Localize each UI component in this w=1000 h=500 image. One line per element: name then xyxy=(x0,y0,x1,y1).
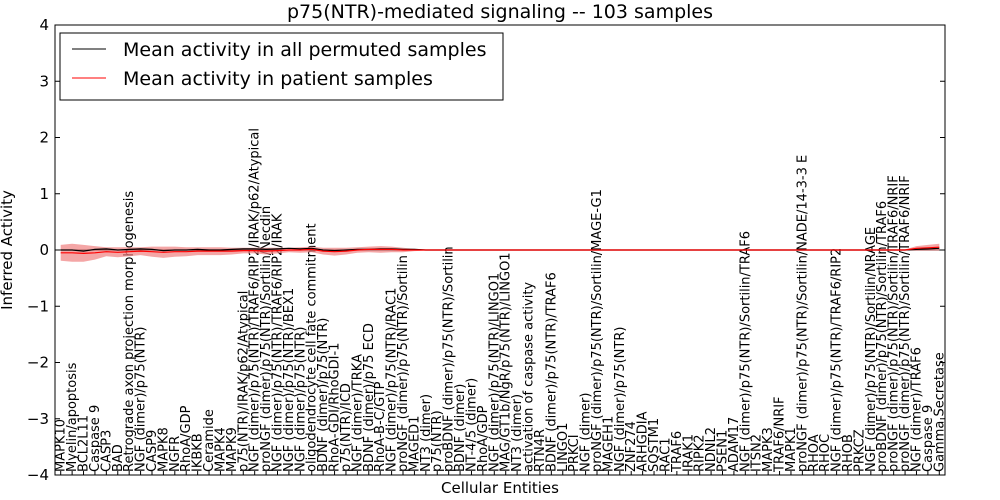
chart: p75(NTR)-mediated signaling -- 103 sampl… xyxy=(0,0,1000,500)
y-tick-label: 2 xyxy=(39,129,49,147)
category-label: proNGF (dimer)/p75(NTR)/Sortilin/NADE/14… xyxy=(795,155,810,472)
y-tick-label: −2 xyxy=(27,354,49,372)
y-tick-label: 3 xyxy=(39,72,49,90)
y-axis-label: Inferred Activity xyxy=(0,190,16,310)
x-axis-label: Cellular Entities xyxy=(441,479,559,497)
legend: Mean activity in all permuted samples Me… xyxy=(60,33,503,100)
category-label: Gamma Secretase xyxy=(932,352,947,472)
y-tick-label: −1 xyxy=(27,297,49,315)
legend-label-patient: Mean activity in patient samples xyxy=(123,68,433,90)
y-tick-label: 0 xyxy=(39,241,49,259)
legend-label-permuted: Mean activity in all permuted samples xyxy=(123,39,486,61)
chart-title: p75(NTR)-mediated signaling -- 103 sampl… xyxy=(287,1,713,23)
y-tick-label: −4 xyxy=(27,466,49,484)
y-tick-label: 1 xyxy=(39,185,49,203)
y-tick-label: −3 xyxy=(27,410,49,428)
y-tick-label: 4 xyxy=(39,16,49,34)
